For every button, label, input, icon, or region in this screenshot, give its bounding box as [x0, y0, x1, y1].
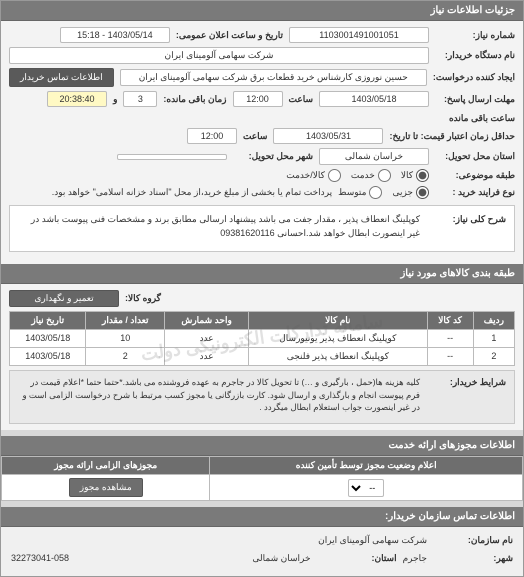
- conditions-panel: شرایط خریدار: کلیه هزینه ها(حمل ، بارگیر…: [9, 370, 515, 424]
- price-validity-date: 1403/05/31: [273, 128, 383, 144]
- need-no-label: شماره نیاز:: [435, 30, 515, 41]
- th-1: کد کالا: [427, 311, 473, 329]
- org-province-label: استان:: [317, 551, 397, 565]
- item-class-opt-0[interactable]: کالا: [401, 169, 429, 182]
- deadline-send-time: 12:00: [233, 91, 283, 107]
- item-class-label: طبقه موضوعی:: [435, 170, 515, 181]
- buy-type-radio-0[interactable]: [416, 186, 429, 199]
- table-row: 1 -- کوپلینگ انعطاف پذیر یونیورسال عدد 1…: [10, 329, 515, 347]
- permit-th-status: اعلام وضعیت مجوز توسط تأمین کننده: [210, 457, 523, 475]
- remain-conj: و: [113, 94, 117, 105]
- th-2: نام کالا: [249, 311, 427, 329]
- table-row: 2 -- کوپلینگ انعطاف پذیر فلنجی عدد 2 140…: [10, 347, 515, 365]
- org-name-label: نام سازمان:: [433, 533, 513, 547]
- need-desc-panel: شرح کلی نیاز: کوپلینگ انعطاف پذیر ، مقدا…: [9, 205, 515, 252]
- price-validity-label: حداقل زمان اعتبار قیمت: تا تاریخ:: [389, 131, 515, 142]
- remain-time: 20:38:40: [47, 91, 107, 107]
- creator-value: حسین نوروزی کارشناس خرید قطعات برق شرکت …: [120, 69, 427, 86]
- view-permit-button[interactable]: مشاهده مجوز: [69, 478, 143, 497]
- turn-value: 3: [123, 91, 157, 107]
- group-label: گروه کالا:: [125, 293, 161, 304]
- th-3: واحد شمارش: [165, 311, 249, 329]
- buy-type-label: نوع فرایند خرید :: [435, 187, 515, 198]
- buy-type-radios: جزیی متوسط: [338, 186, 429, 199]
- items-table: ردیف کد کالا نام کالا واحد شمارش تعداد /…: [9, 311, 515, 366]
- table-header-row: ردیف کد کالا نام کالا واحد شمارش تعداد /…: [10, 311, 515, 329]
- conditions-label: شرایط خریدار:: [426, 376, 506, 390]
- org-province-value: خراسان شمالی: [252, 551, 310, 565]
- announce-label: تاریخ و ساعت اعلان عمومی:: [176, 30, 283, 41]
- need-desc-label: شرح کلی نیاز:: [426, 212, 506, 226]
- turn-label: زمان باقی مانده:: [163, 94, 226, 105]
- creator-label: ایجاد کننده درخواست:: [433, 72, 515, 83]
- item-class-opt-1[interactable]: خدمت: [351, 169, 391, 182]
- goods-class-header: طبقه بندی کالاهای مورد نیاز: [1, 264, 523, 284]
- th-4: تعداد / مقدار: [86, 311, 165, 329]
- group-value: تعمیر و نگهداری: [9, 290, 119, 307]
- th-0: ردیف: [473, 311, 514, 329]
- buy-note: پرداخت تمام یا بخشی از مبلغ خرید،از محل …: [52, 187, 332, 198]
- exec-province-label: استان محل تحویل:: [435, 151, 515, 162]
- time-label: ساعت: [289, 94, 314, 105]
- org-phone: 32273041-058: [11, 551, 69, 565]
- need-info-header: جزئیات اطلاعات نیاز: [1, 1, 523, 21]
- buyer-device-value: شرکت سهامی آلومینای ایران: [9, 47, 429, 64]
- th-5: تاریخ نیاز: [10, 311, 86, 329]
- item-class-radio-2[interactable]: [328, 169, 341, 182]
- price-validity-time: 12:00: [187, 128, 237, 144]
- permit-th-rights: مجوزهای الزامی ارائه مجوز: [2, 457, 210, 475]
- remain-suffix: ساعت باقی مانده: [449, 113, 515, 124]
- item-class-opt-2[interactable]: کالا/خدمت: [286, 169, 341, 182]
- deadline-send-date: 1403/05/18: [319, 91, 429, 107]
- buyer-contact-button[interactable]: اطلاعات تماس خریدار: [9, 68, 114, 87]
- org-city-value: جاجرم: [403, 551, 427, 565]
- deadline-send-label: مهلت ارسال پاسخ:: [435, 94, 515, 105]
- buy-type-opt-0[interactable]: جزیی: [392, 186, 429, 199]
- time-label-2: ساعت: [243, 131, 268, 142]
- announce-value: 1403/05/14 - 15:18: [60, 27, 170, 43]
- item-class-radio-0[interactable]: [416, 169, 429, 182]
- buy-type-opt-1[interactable]: متوسط: [338, 186, 382, 199]
- exec-city-label: شهر محل تحویل:: [233, 151, 313, 162]
- need-no-value: 1103001491001051: [289, 27, 429, 43]
- item-class-radios: کالا خدمت کالا/خدمت: [286, 169, 429, 182]
- permit-row: -- مشاهده مجوز: [2, 475, 523, 501]
- permit-header: اطلاعات مجوزهای ارائه خدمت: [1, 436, 523, 456]
- exec-province-value: خراسان شمالی: [319, 148, 429, 165]
- need-desc-text: کوپلینگ انعطاف پذیر ، مقدار جفت می باشد …: [18, 212, 420, 241]
- item-class-radio-1[interactable]: [378, 169, 391, 182]
- permit-status-select[interactable]: --: [348, 479, 384, 497]
- exec-city-value: [117, 154, 227, 160]
- buyer-org-header: اطلاعات تماس سازمان خریدار:: [1, 507, 523, 527]
- org-name-value: شرکت سهامی آلومینای ایران: [318, 533, 427, 547]
- buyer-device-label: نام دستگاه خریدار:: [435, 50, 515, 61]
- conditions-text: کلیه هزینه ها(حمل ، بارگیری و …) تا تحوی…: [18, 376, 420, 414]
- buy-type-radio-1[interactable]: [369, 186, 382, 199]
- org-city-label: شهر:: [433, 551, 513, 565]
